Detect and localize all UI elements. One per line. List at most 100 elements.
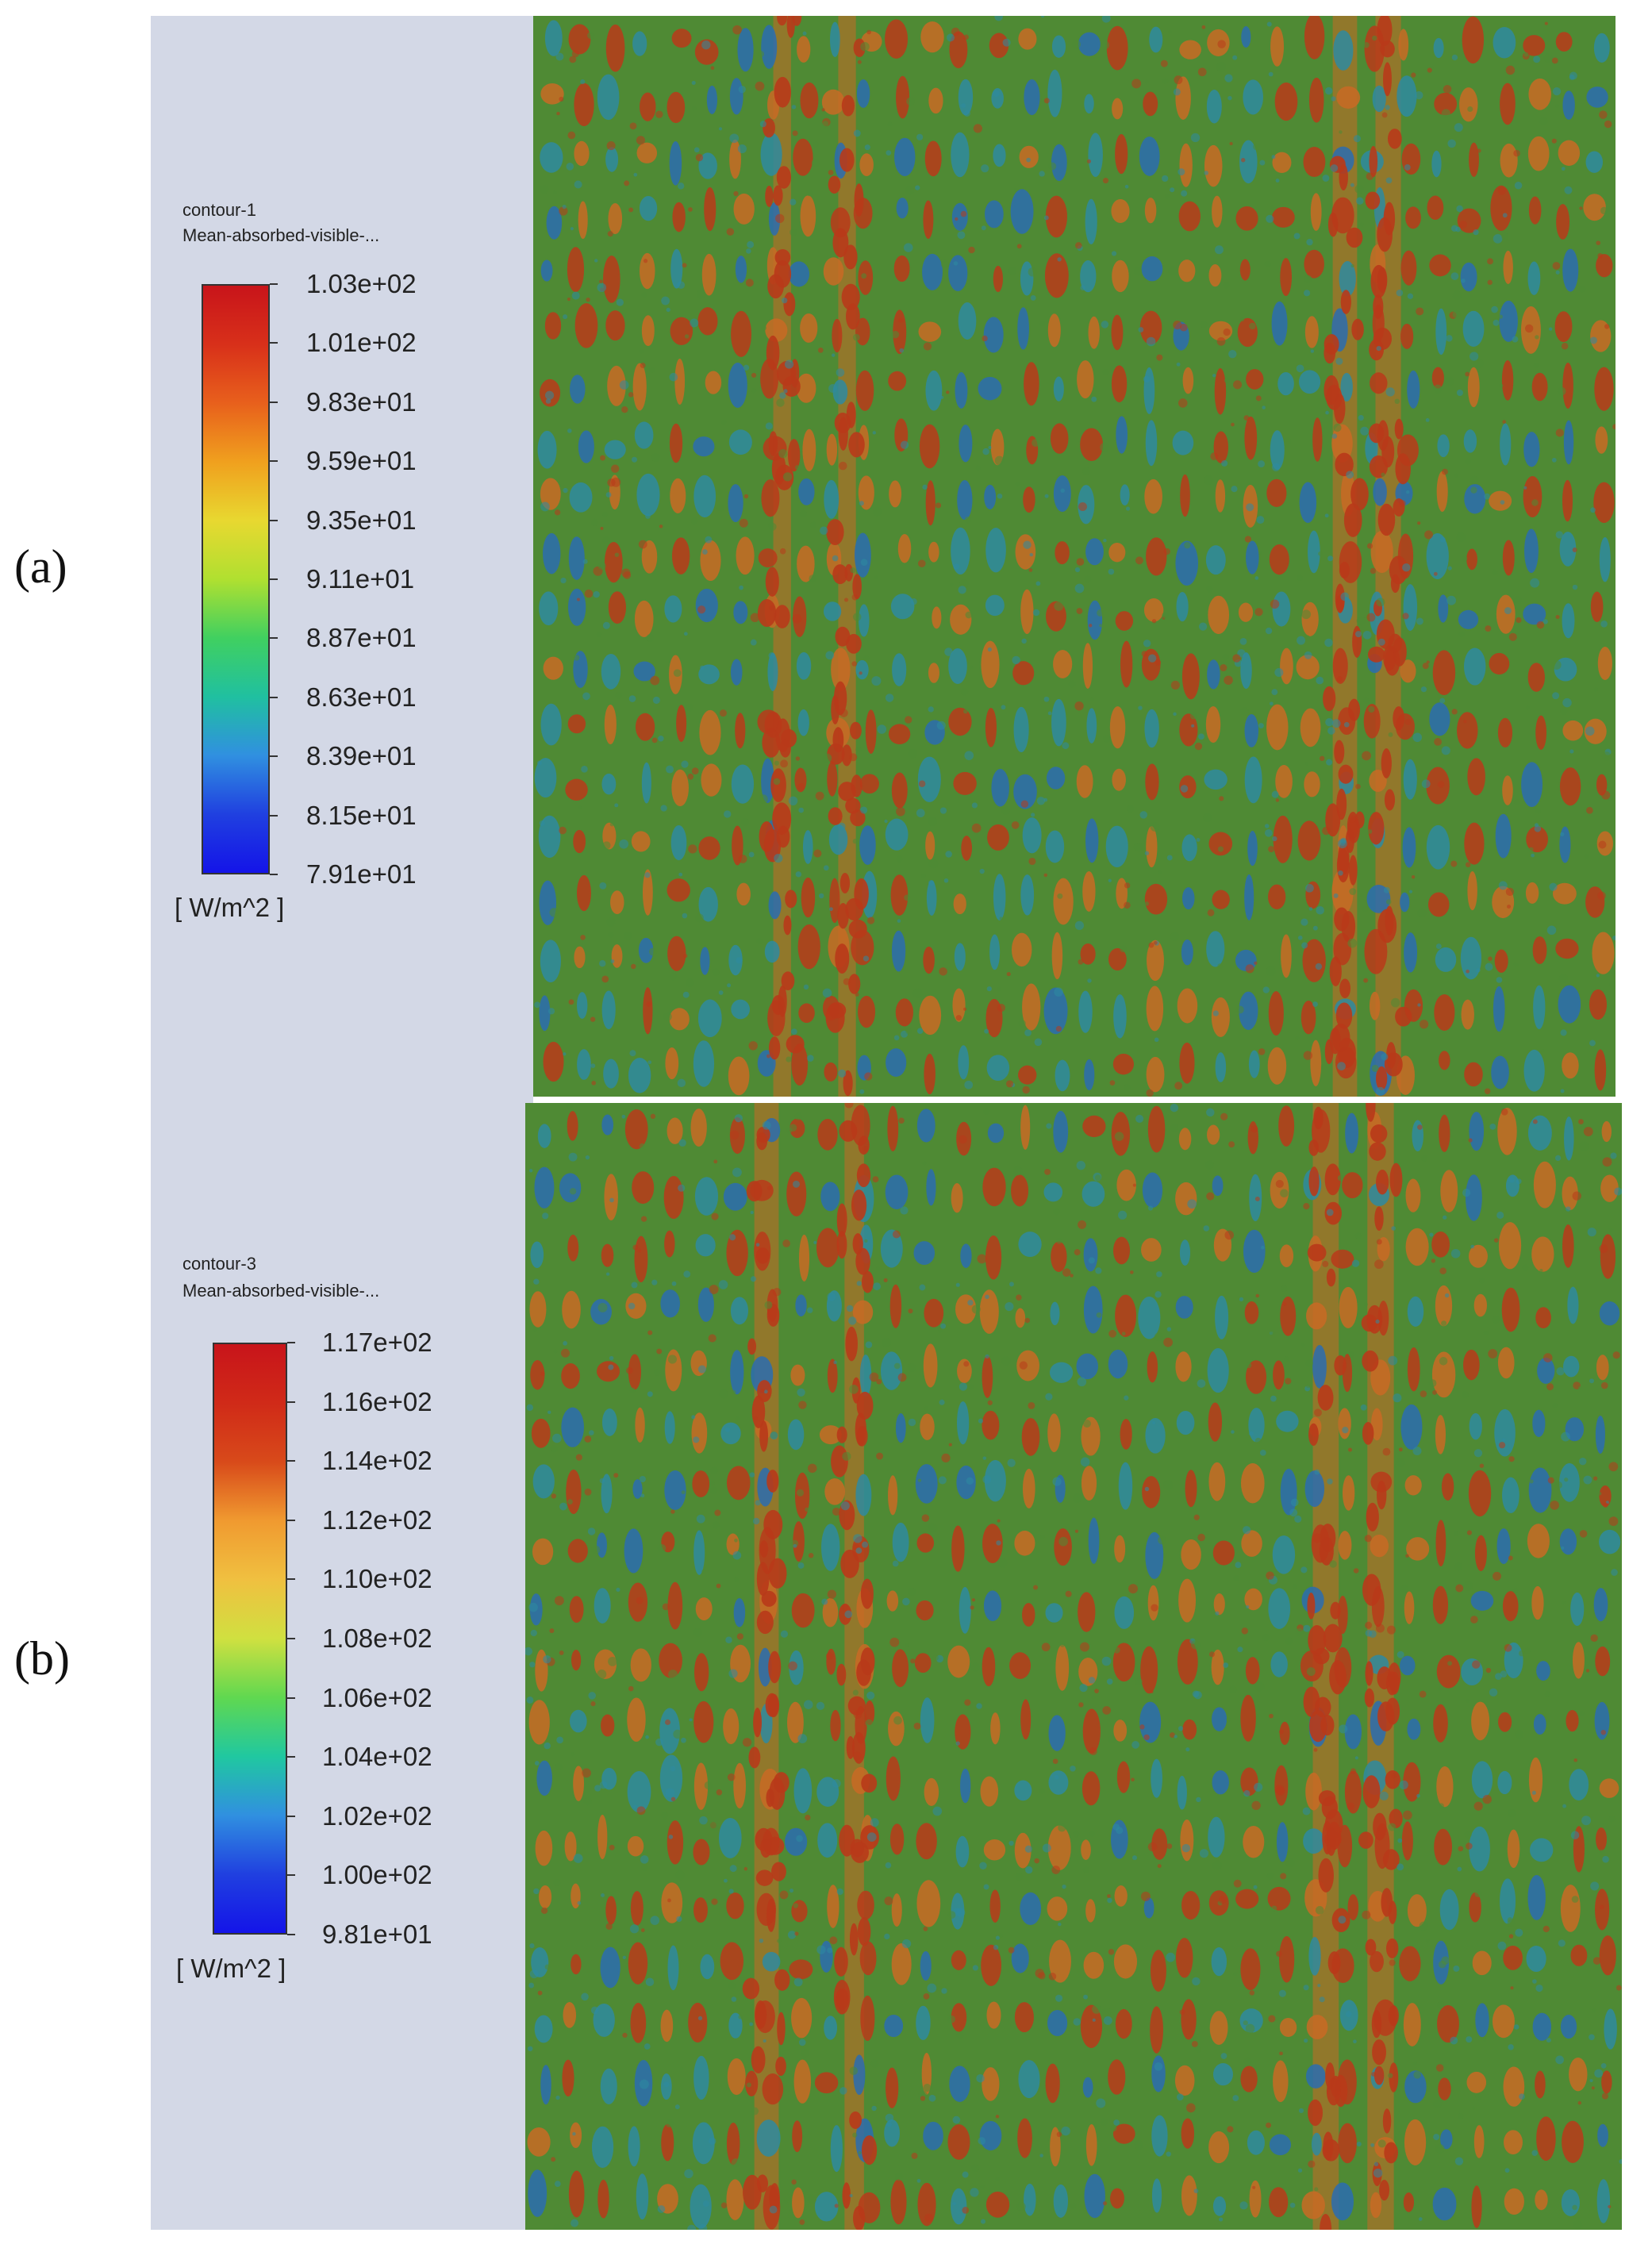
contour-speckle — [650, 675, 660, 686]
contour-blob — [1175, 1296, 1193, 1319]
contour-speckle — [807, 2194, 817, 2204]
contour-blob — [601, 1114, 614, 1136]
contour-speckle — [1220, 2053, 1227, 2059]
contour-blob — [1114, 1596, 1135, 1629]
contour-blob — [1271, 301, 1288, 346]
contour-speckle — [566, 163, 574, 171]
contour-blob — [639, 196, 658, 221]
contour-blob — [1172, 430, 1194, 455]
contour-speckle — [876, 1378, 882, 1385]
colorbar-tick — [270, 342, 278, 344]
contour-blob — [1369, 145, 1378, 178]
contour-blob — [1470, 1590, 1494, 1611]
contour-blob — [1208, 1816, 1225, 1858]
contour-speckle — [718, 990, 724, 995]
contour-speckle — [970, 1605, 974, 1610]
contour-blob — [765, 1693, 778, 1717]
contour-speckle — [831, 353, 836, 357]
contour-speckle — [851, 594, 859, 601]
contour-blob — [979, 1289, 999, 1334]
contour-speckle — [1578, 1119, 1584, 1124]
contour-speckle — [827, 1589, 837, 1599]
contour-speckle — [776, 398, 785, 407]
contour-speckle — [1189, 712, 1197, 720]
contour-speckle — [1433, 2100, 1443, 2108]
contour-speckle — [1097, 609, 1105, 617]
contour-speckle — [673, 1729, 682, 1739]
contour-blob — [1244, 416, 1258, 460]
contour-blob — [1527, 1524, 1550, 1558]
contour-speckle — [529, 1662, 536, 1668]
contour-speckle — [636, 136, 646, 145]
contour-speckle — [1108, 1949, 1115, 1955]
contour-blob — [890, 594, 915, 620]
contour-speckle — [1127, 805, 1135, 813]
contour-blob — [1377, 16, 1393, 47]
contour-speckle — [1560, 1089, 1565, 1093]
contour-speckle — [1163, 1337, 1173, 1347]
contour-speckle — [718, 1280, 728, 1289]
contour-speckle — [1193, 1514, 1200, 1520]
contour-speckle — [1403, 1810, 1412, 1820]
contour-blob — [1280, 1296, 1297, 1336]
contour-speckle — [1254, 608, 1263, 617]
contour-speckle — [1253, 143, 1260, 151]
contour-blob — [1208, 264, 1222, 287]
contour-blob — [1086, 708, 1097, 744]
contour-speckle — [971, 802, 978, 809]
contour-blob — [641, 762, 651, 804]
contour-speckle — [883, 1278, 888, 1282]
colorbar-tick-label: 8.15e+01 — [306, 800, 417, 830]
contour-blob — [574, 83, 594, 127]
contour-speckle — [1387, 1625, 1396, 1635]
contour-blob — [828, 1002, 847, 1019]
contour-speckle — [922, 484, 928, 490]
contour-speckle — [1439, 697, 1446, 704]
contour-blob — [1498, 1222, 1522, 1270]
contour-blob — [1274, 83, 1298, 121]
contour-blob — [742, 1977, 760, 2000]
contour-speckle — [1289, 2202, 1296, 2208]
contour-speckle — [1055, 1025, 1062, 1032]
colorbar-tick — [287, 1578, 295, 1581]
contour-blob — [1457, 208, 1481, 233]
contour-blob — [1593, 1588, 1608, 1622]
contour-speckle — [636, 960, 644, 967]
contour-speckle — [1032, 609, 1040, 617]
contour-speckle — [1133, 267, 1143, 276]
contour-blob — [1501, 1287, 1520, 1332]
contour-speckle — [789, 198, 797, 206]
contour-blob — [1304, 1470, 1325, 1508]
contour-speckle — [571, 50, 579, 58]
contour-speckle — [916, 2179, 921, 2183]
contour-blob — [1363, 703, 1381, 739]
contour-speckle — [1088, 1257, 1095, 1264]
contour-speckle — [1337, 1062, 1346, 1070]
contour-speckle — [1212, 374, 1216, 378]
contour-speckle — [1327, 943, 1333, 949]
contour-speckle — [662, 1603, 670, 1611]
contour-speckle — [1495, 1673, 1502, 1681]
contour-blob — [1085, 2123, 1097, 2166]
contour-blob — [923, 200, 934, 240]
contour-speckle — [1461, 279, 1466, 283]
contour-blob — [1405, 1228, 1429, 1266]
contour-speckle — [1320, 1064, 1327, 1070]
contour-speckle — [647, 1060, 652, 1065]
contour-blob — [1009, 1652, 1032, 1679]
contour-speckle — [1096, 2098, 1106, 2108]
contour-speckle — [1579, 1530, 1588, 1538]
contour-speckle — [1138, 327, 1144, 332]
contour-blob — [1566, 1709, 1579, 1732]
colorbar-tick — [270, 874, 278, 875]
contour-blob — [1120, 1419, 1132, 1450]
contour-speckle — [1162, 612, 1169, 619]
contour-blob — [1373, 1812, 1387, 1841]
contour-speckle — [1457, 1866, 1462, 1872]
contour-blob — [1244, 1588, 1262, 1611]
contour-blob — [924, 140, 942, 177]
contour-speckle — [721, 419, 727, 425]
contour-speckle — [1151, 1604, 1158, 1612]
contour-blob — [561, 1363, 580, 1389]
contour-blob — [661, 2123, 674, 2162]
